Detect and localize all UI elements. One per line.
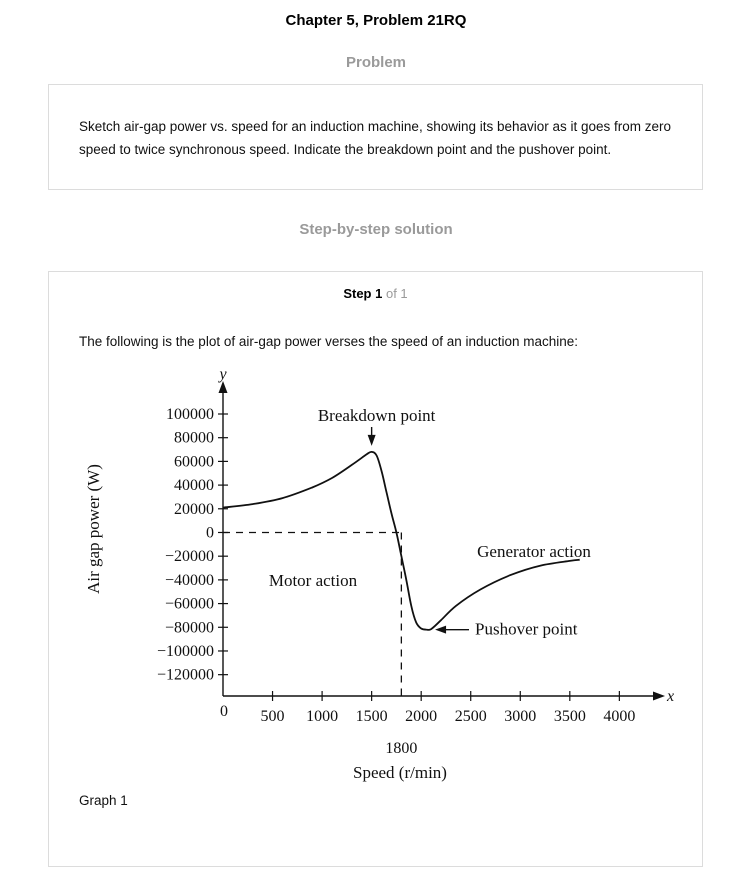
y-axis-title: Air gap power (W) [84, 464, 103, 594]
power-curve [222, 450, 580, 631]
x-tick-label: 3000 [504, 708, 536, 725]
page-title: Chapter 5, Problem 21RQ [285, 12, 467, 29]
y-axis-symbol: y [217, 366, 227, 383]
y-tick-label: −80000 [165, 619, 214, 636]
y-tick-label: −100000 [157, 643, 214, 660]
problem-text: Sketch air-gap power vs. speed for an in… [79, 119, 672, 157]
step-label: Step 1 of 1 [49, 286, 702, 301]
x-axis-title: Speed (r/min) [353, 763, 447, 782]
y-tick-label: 40000 [174, 477, 214, 494]
y-tick-label: −60000 [165, 596, 214, 613]
x-tick-label: 500 [261, 708, 285, 725]
problem-card: Sketch air-gap power vs. speed for an in… [48, 84, 703, 190]
y-tick-label: −40000 [165, 572, 214, 589]
air-gap-power-chart: x y 0 500 1000 1500 2000 2500 3000 3500 4000 10000… [84, 366, 674, 782]
chart-labels: Breakdown point Pushover point Motor actio… [84, 406, 591, 782]
y-tick-label: 0 [206, 524, 214, 541]
chart-series [222, 450, 580, 631]
chart-ticks: 500 1000 1500 2000 2500 3000 3500 4000 100000 800… [157, 406, 635, 725]
solution-card: Step 1 of 1 The following is the plot of… [48, 271, 703, 867]
y-tick-label: 80000 [174, 430, 214, 447]
step-number: Step 1 [343, 286, 383, 301]
y-tick-label: 100000 [166, 406, 214, 423]
breakdown-label: Breakdown point [318, 406, 436, 425]
graph-label: Graph 1 [79, 793, 128, 808]
problem-heading: Problem [345, 54, 406, 71]
motor-action-label: Motor action [269, 571, 358, 590]
y-tick-label: 20000 [174, 501, 214, 518]
y-tick-label: −20000 [165, 548, 214, 565]
y-tick-label: 60000 [174, 453, 214, 470]
x-tick-label: 2000 [405, 708, 437, 725]
step-text: The following is the plot of air-gap pow… [79, 334, 579, 349]
x-tick-label: 3500 [554, 708, 586, 725]
breakdown-arrowhead [367, 434, 376, 446]
solution-heading: Step-by-step solution [299, 221, 453, 238]
x-tick-label: 1500 [356, 708, 388, 725]
x-tick-label: 2500 [455, 708, 487, 725]
chart-axes: x y 0 [217, 366, 674, 720]
x-tick-label: 4000 [603, 708, 635, 725]
step-count: of 1 [385, 286, 408, 301]
origin-label: 0 [220, 703, 228, 720]
y-axis-arrow [218, 381, 228, 393]
x-axis-symbol: x [666, 688, 674, 705]
pushover-arrowhead [435, 625, 447, 634]
x-tick-label: 1000 [306, 708, 338, 725]
pushover-label: Pushover point [475, 620, 578, 639]
sync-speed-label: 1800 [385, 740, 417, 757]
x-axis-arrow [653, 691, 665, 701]
y-tick-label: −120000 [157, 667, 214, 684]
generator-action-label: Generator action [477, 542, 591, 561]
